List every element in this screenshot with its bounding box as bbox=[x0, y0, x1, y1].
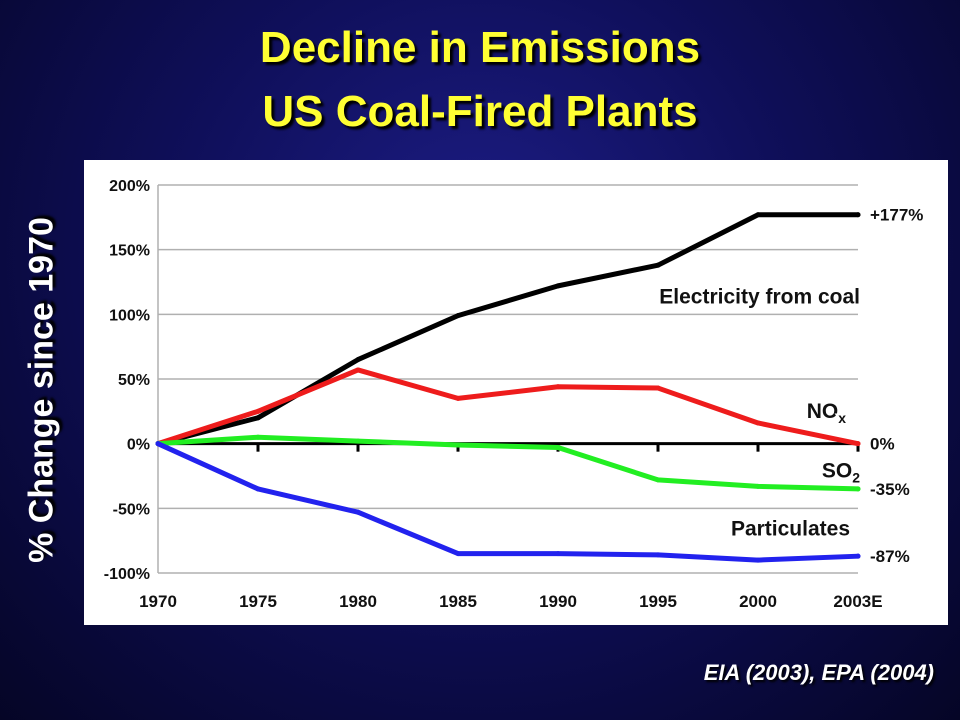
data-point bbox=[455, 313, 461, 319]
data-point bbox=[855, 486, 861, 492]
labels: +177% 0% -35% -87% Electricity from coal NOx S… bbox=[657, 206, 923, 566]
chart-panel: 200% 150% 100% 50% 0% -50% -100% 1970 1975 1980 19… bbox=[84, 160, 948, 625]
series-line-particulates bbox=[155, 441, 861, 563]
data-point bbox=[755, 483, 761, 489]
data-point bbox=[655, 262, 661, 268]
axes: 200% 150% 100% 50% 0% -50% -100% 1970 1975 1980 19… bbox=[104, 178, 883, 611]
data-point bbox=[655, 552, 661, 558]
series-line-electricity-from-coal bbox=[155, 212, 861, 447]
data-point bbox=[755, 557, 761, 563]
series-label-electricity: Electricity from coal bbox=[659, 285, 860, 308]
y-tick-label: 200% bbox=[109, 178, 150, 195]
title-line-2: US Coal-Fired Plants bbox=[262, 87, 698, 136]
series-line-so2 bbox=[155, 434, 861, 492]
series-line-nox bbox=[155, 367, 861, 447]
data-point bbox=[355, 509, 361, 515]
data-point bbox=[455, 551, 461, 557]
line-chart: 200% 150% 100% 50% 0% -50% -100% 1970 1975 1980 19… bbox=[104, 178, 924, 611]
data-point bbox=[555, 384, 561, 390]
end-label: -35% bbox=[870, 480, 910, 499]
data-point bbox=[255, 415, 261, 421]
series-label-so2: SO2 bbox=[822, 459, 860, 485]
x-tick-label: 2003E bbox=[833, 592, 882, 611]
end-label: -87% bbox=[870, 547, 910, 566]
data-point bbox=[355, 367, 361, 373]
end-label: +177% bbox=[870, 206, 923, 225]
end-label: 0% bbox=[870, 435, 895, 454]
y-tick-label: 150% bbox=[109, 243, 150, 260]
y-tick-label: 0% bbox=[127, 437, 150, 454]
data-point bbox=[755, 420, 761, 426]
data-point bbox=[755, 212, 761, 218]
y-tick-label: -50% bbox=[113, 501, 150, 518]
source-citation: EIA (2003), EPA (2004) bbox=[703, 660, 934, 685]
data-point bbox=[555, 551, 561, 557]
x-tick-label: 1975 bbox=[239, 592, 277, 611]
y-tick-label: 50% bbox=[118, 372, 150, 389]
title-line-1: Decline in Emissions bbox=[259, 23, 701, 72]
data-point bbox=[255, 434, 261, 440]
y-axis-title: % Change since 1970 bbox=[22, 217, 61, 563]
grid-lines bbox=[158, 184, 858, 574]
y-tick-label: -100% bbox=[104, 566, 150, 583]
series-lines bbox=[155, 212, 861, 563]
data-point bbox=[855, 441, 861, 447]
data-point bbox=[855, 553, 861, 559]
series-label-particulates: Particulates bbox=[731, 517, 850, 540]
x-tick-label: 1970 bbox=[139, 592, 177, 611]
series-label-nox: NOx bbox=[807, 400, 847, 426]
data-point bbox=[455, 395, 461, 401]
data-point bbox=[655, 385, 661, 391]
data-point bbox=[655, 477, 661, 483]
x-tick-label: 2000 bbox=[739, 592, 777, 611]
data-point bbox=[555, 283, 561, 289]
data-point bbox=[555, 445, 561, 451]
data-point bbox=[855, 212, 861, 218]
x-tick-label: 1995 bbox=[639, 592, 677, 611]
x-tick-label: 1980 bbox=[339, 592, 377, 611]
data-point bbox=[255, 486, 261, 492]
data-point bbox=[355, 438, 361, 444]
data-point bbox=[155, 441, 161, 447]
x-tick-label: 1990 bbox=[539, 592, 577, 611]
x-tick-label: 1985 bbox=[439, 592, 477, 611]
data-point bbox=[255, 408, 261, 414]
y-tick-label: 100% bbox=[109, 307, 150, 324]
data-point bbox=[455, 442, 461, 448]
y-axis-title-wrapper: % Change since 1970 bbox=[20, 160, 64, 620]
data-point bbox=[355, 357, 361, 363]
